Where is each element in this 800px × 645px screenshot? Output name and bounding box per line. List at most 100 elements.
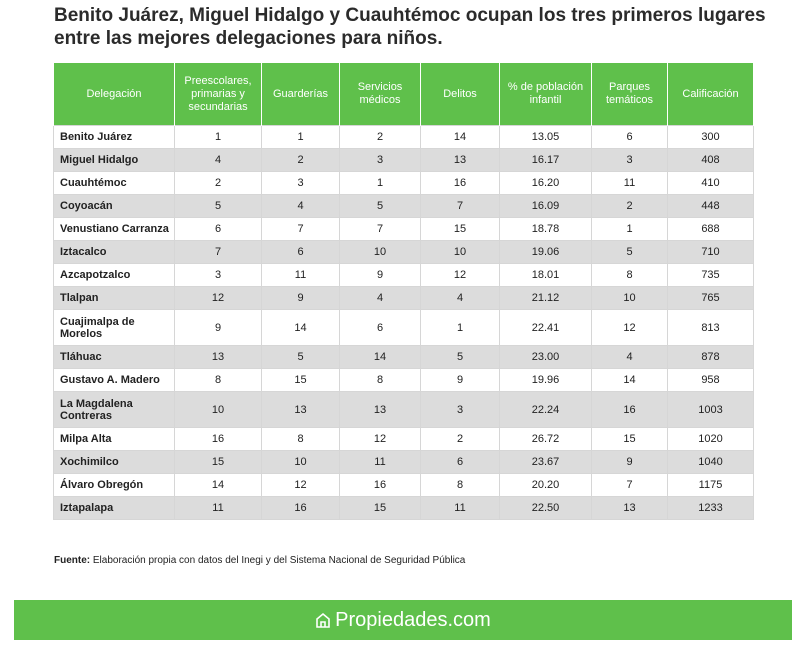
brand-logo[interactable]: Propiedades.com: [315, 609, 491, 632]
column-header: Delitos: [420, 63, 500, 126]
table-row: Iztapalapa 11 16 15 11 22.50 13 1233: [53, 496, 754, 520]
table-header-row: Delegación Preescolares, primarias y secu…: [53, 63, 754, 126]
value-cell: 12: [261, 473, 340, 497]
column-header: Guarderías: [261, 63, 340, 126]
value-cell: 26.72: [499, 427, 592, 451]
value-cell: 7: [420, 194, 500, 218]
page-title: Benito Juárez, Miguel Hidalgo y Cuauhtém…: [54, 5, 766, 49]
value-cell: 878: [667, 345, 754, 369]
value-cell: 13: [339, 391, 421, 428]
delegacion-name-cell: Milpa Alta: [53, 427, 175, 451]
table-row: Cuajimalpa de Morelos 9 14 6 1 22.41 12 813: [53, 309, 754, 346]
value-cell: 12: [591, 309, 668, 346]
value-cell: 12: [174, 286, 262, 310]
value-cell: 16: [420, 171, 500, 195]
value-cell: 1: [591, 217, 668, 241]
value-cell: 710: [667, 240, 754, 264]
table-row: La Magdalena Contreras 10 13 13 3 22.24 16 1003: [53, 391, 754, 428]
delegacion-name-cell: Tlalpan: [53, 286, 175, 310]
value-cell: 448: [667, 194, 754, 218]
value-cell: 16: [174, 427, 262, 451]
value-cell: 16.20: [499, 171, 592, 195]
value-cell: 7: [174, 240, 262, 264]
value-cell: 15: [591, 427, 668, 451]
table-row: Tlalpan 12 9 4 4 21.12 10 765: [53, 286, 754, 310]
value-cell: 14: [420, 125, 500, 149]
value-cell: 813: [667, 309, 754, 346]
value-cell: 10: [261, 450, 340, 474]
value-cell: 5: [261, 345, 340, 369]
delegacion-name-cell: Álvaro Obregón: [53, 473, 175, 497]
value-cell: 20.20: [499, 473, 592, 497]
value-cell: 958: [667, 368, 754, 392]
value-cell: 16: [339, 473, 421, 497]
table-row: Coyoacán 5 4 5 7 16.09 2 448: [53, 194, 754, 218]
delegacion-name-cell: La Magdalena Contreras: [53, 391, 175, 428]
value-cell: 11: [339, 450, 421, 474]
value-cell: 9: [420, 368, 500, 392]
table-row: Tláhuac 13 5 14 5 23.00 4 878: [53, 345, 754, 369]
value-cell: 1040: [667, 450, 754, 474]
value-cell: 10: [174, 391, 262, 428]
value-cell: 16: [261, 496, 340, 520]
value-cell: 22.41: [499, 309, 592, 346]
value-cell: 13: [261, 391, 340, 428]
table-row: Iztacalco 7 6 10 10 19.06 5 710: [53, 240, 754, 264]
value-cell: 5: [339, 194, 421, 218]
source-text: Elaboración propia con datos del Inegi y…: [92, 555, 466, 566]
value-cell: 2: [339, 125, 421, 149]
value-cell: 410: [667, 171, 754, 195]
column-header: Delegación: [53, 63, 175, 126]
value-cell: 11: [174, 496, 262, 520]
table-row: Benito Juárez 1 1 2 14 13.05 6 300: [53, 125, 754, 149]
value-cell: 688: [667, 217, 754, 241]
value-cell: 2: [261, 148, 340, 172]
value-cell: 3: [420, 391, 500, 428]
value-cell: 10: [339, 240, 421, 264]
value-cell: 1233: [667, 496, 754, 520]
delegacion-name-cell: Azcapotzalco: [53, 263, 175, 287]
value-cell: 4: [174, 148, 262, 172]
column-header: Servicios médicos: [339, 63, 421, 126]
value-cell: 7: [339, 217, 421, 241]
delegacion-name-cell: Gustavo A. Madero: [53, 368, 175, 392]
value-cell: 22.50: [499, 496, 592, 520]
value-cell: 8: [339, 368, 421, 392]
value-cell: 15: [174, 450, 262, 474]
table-row: Xochimilco 15 10 11 6 23.67 9 1040: [53, 450, 754, 474]
value-cell: 9: [174, 309, 262, 346]
value-cell: 3: [591, 148, 668, 172]
delegacion-name-cell: Coyoacán: [53, 194, 175, 218]
delegacion-name-cell: Cuauhtémoc: [53, 171, 175, 195]
value-cell: 23.00: [499, 345, 592, 369]
value-cell: 8: [591, 263, 668, 287]
table-row: Azcapotzalco 3 11 9 12 18.01 8 735: [53, 263, 754, 287]
table-body: Benito Juárez 1 1 2 14 13.05 6 300 Miguel Hidalg…: [53, 125, 754, 520]
delegacion-name-cell: Iztacalco: [53, 240, 175, 264]
value-cell: 1020: [667, 427, 754, 451]
table-row: Álvaro Obregón 14 12 16 8 20.20 7 1175: [53, 473, 754, 497]
column-header: Preescolares, primarias y secundarias: [174, 63, 262, 126]
value-cell: 7: [591, 473, 668, 497]
value-cell: 2: [591, 194, 668, 218]
table-row: Miguel Hidalgo 4 2 3 13 16.17 3 408: [53, 148, 754, 172]
value-cell: 14: [339, 345, 421, 369]
value-cell: 13.05: [499, 125, 592, 149]
delegacion-name-cell: Venustiano Carranza: [53, 217, 175, 241]
value-cell: 10: [591, 286, 668, 310]
delegacion-name-cell: Benito Juárez: [53, 125, 175, 149]
value-cell: 5: [591, 240, 668, 264]
value-cell: 1003: [667, 391, 754, 428]
value-cell: 5: [174, 194, 262, 218]
value-cell: 3: [339, 148, 421, 172]
value-cell: 6: [261, 240, 340, 264]
value-cell: 6: [420, 450, 500, 474]
value-cell: 10: [420, 240, 500, 264]
delegacion-name-cell: Miguel Hidalgo: [53, 148, 175, 172]
delegacion-name-cell: Iztapalapa: [53, 496, 175, 520]
value-cell: 3: [174, 263, 262, 287]
value-cell: 300: [667, 125, 754, 149]
value-cell: 4: [420, 286, 500, 310]
value-cell: 7: [261, 217, 340, 241]
value-cell: 9: [591, 450, 668, 474]
